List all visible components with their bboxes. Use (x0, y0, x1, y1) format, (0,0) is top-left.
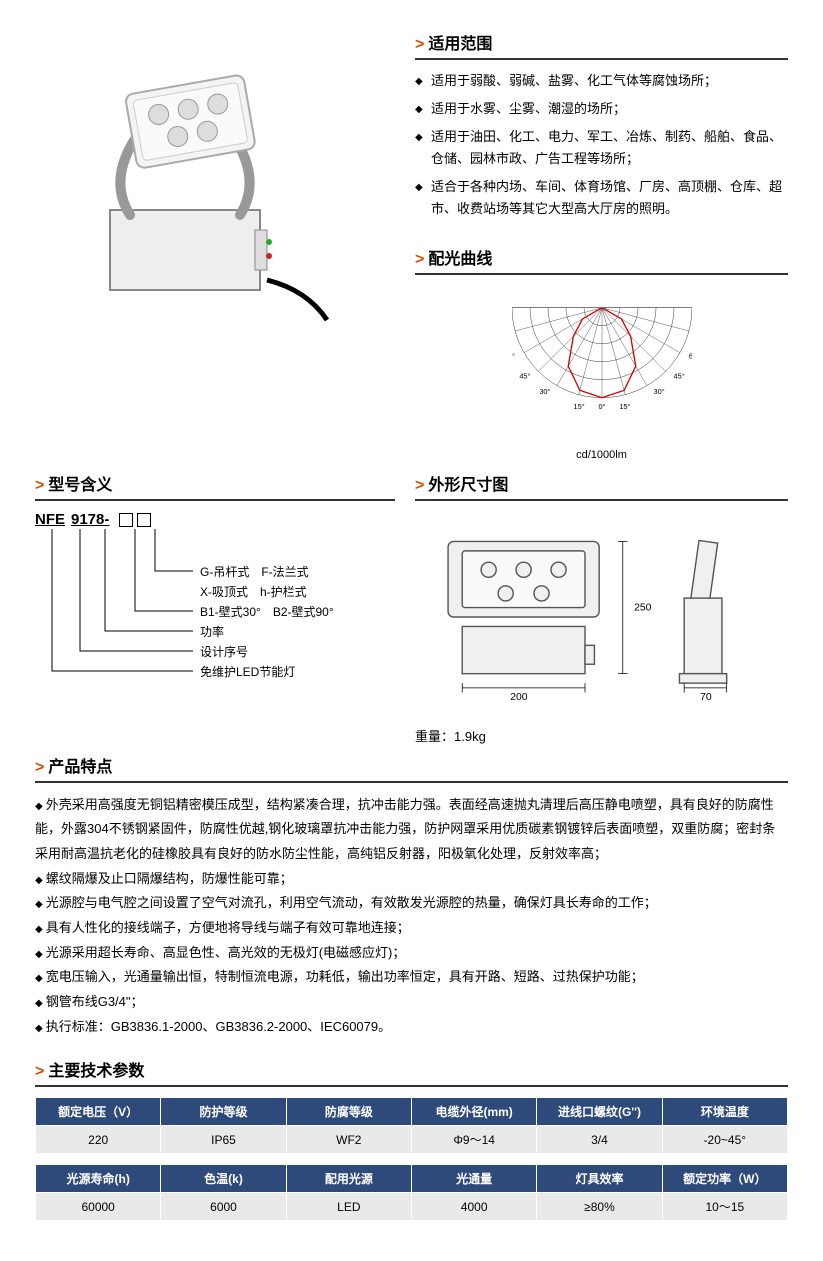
dimension-title-text: 外形尺寸图 (428, 477, 508, 494)
dim-depth: 70 (700, 692, 712, 703)
spec-cell: LED (286, 1193, 411, 1221)
scope-item: 适用于水雾、尘雾、潮湿的场所； (415, 98, 788, 120)
model-title: >型号含义 (35, 471, 395, 501)
svg-text:0°: 0° (598, 402, 605, 411)
spec-header: 额定电压（V） (36, 1098, 161, 1126)
dim-width: 200 (510, 692, 528, 703)
feature-item: 具有人性化的接线端子，方便地将导线与端子有效可靠地连接； (35, 916, 788, 941)
top-row: >适用范围 适用于弱酸、弱碱、盐雾、化工气体等腐蚀场所；适用于水雾、尘雾、潮湿的… (35, 30, 788, 461)
model-diagram: NFE9178- G-吊杆式 F-法兰式 X-吸顶式 h-护栏式 B1-壁式30… (35, 511, 375, 701)
feature-item: 宽电压输入，光通量输出恒，特制恒流电源，功耗低，输出功率恒定，具有开路、短路、过… (35, 965, 788, 990)
spec-cell: ≥80% (537, 1193, 662, 1221)
feature-item: 外壳采用高强度无铜铝精密模压成型，结构紧凑合理，抗冲击能力强。表面经高速抛丸清理… (35, 793, 788, 867)
svg-text:60°: 60° (512, 351, 515, 360)
arrow-icon: > (35, 759, 44, 776)
spec-header: 光源寿命(h) (36, 1165, 161, 1193)
svg-text:30°: 30° (653, 386, 664, 395)
model-legend-2: B1-壁式30° B2-壁式90° (200, 603, 334, 620)
feature-item: 螺纹隔爆及止口隔爆结构，防爆性能可靠； (35, 867, 788, 892)
spec-header: 防护等级 (161, 1098, 286, 1126)
spec-cell: 60000 (36, 1193, 161, 1221)
spec-table-2: 光源寿命(h)色温(k)配用光源光通量灯具效率额定功率（W） 600006000L… (35, 1164, 788, 1221)
dim-height: 250 (634, 602, 652, 613)
feature-item: 执行标准：GB3836.1-2000、GB3836.2-2000、IEC6007… (35, 1015, 788, 1040)
left-image-column (35, 30, 395, 461)
feature-item: 光源腔与电气腔之间设置了空气对流孔，利用空气流动，有效散发光源腔的热量，确保灯具… (35, 891, 788, 916)
specs-title: >主要技术参数 (35, 1057, 788, 1087)
spec-header: 进线口螺纹(G'') (537, 1098, 662, 1126)
svg-text:60°: 60° (688, 351, 691, 360)
svg-text:30°: 30° (539, 386, 550, 395)
spec-cell: WF2 (286, 1126, 411, 1154)
spec-cell: IP65 (161, 1126, 286, 1154)
feature-item: 钢管布线G3/4"； (35, 990, 788, 1015)
svg-text:45°: 45° (673, 371, 684, 380)
model-legend-0: G-吊杆式 F-法兰式 (200, 563, 309, 580)
dimension-drawing: 200 250 70 (415, 517, 755, 717)
mid-row: >型号含义 NFE9178- G-吊杆式 F-法兰式 X-吸顶式 h-护栏式 B… (35, 471, 788, 745)
model-legend-3: 功率 (200, 623, 224, 640)
arrow-icon: > (35, 477, 44, 494)
spec-header: 灯具效率 (537, 1165, 662, 1193)
scope-title-text: 适用范围 (428, 36, 492, 53)
spec-header: 光通量 (411, 1165, 536, 1193)
product-image (35, 30, 335, 330)
spec-header: 配用光源 (286, 1165, 411, 1193)
spec-header: 电缆外径(mm) (411, 1098, 536, 1126)
spec-cell: 6000 (161, 1193, 286, 1221)
dimension-title: >外形尺寸图 (415, 471, 788, 501)
features-list: 外壳采用高强度无铜铝精密模压成型，结构紧凑合理，抗冲击能力强。表面经高速抛丸清理… (35, 793, 788, 1040)
weight: 重量：1.9kg (415, 726, 788, 745)
curve-title: >配光曲线 (415, 245, 788, 275)
spec-header: 环境温度 (662, 1098, 787, 1126)
scope-title: >适用范围 (415, 30, 788, 60)
features-title-text: 产品特点 (48, 759, 112, 776)
spec-cell: -20~45° (662, 1126, 787, 1154)
scope-list: 适用于弱酸、弱碱、盐雾、化工气体等腐蚀场所； 适用于水雾、尘雾、潮湿的场所； 适用于… (415, 70, 788, 221)
polar-chart: 90°90°75°75°60°60°45°45°30°30°15°0°15° (512, 285, 692, 445)
specs-title-text: 主要技术参数 (48, 1063, 144, 1080)
arrow-icon: > (415, 477, 424, 494)
scope-item: 适用于油田、化工、电力、军工、冶炼、制药、船舶、食品、仓储、园林市政、广告工程等… (415, 126, 788, 170)
weight-value: 1.9kg (454, 729, 486, 744)
arrow-icon: > (415, 36, 424, 53)
model-column: >型号含义 NFE9178- G-吊杆式 F-法兰式 X-吸顶式 h-护栏式 B… (35, 471, 395, 745)
scope-item: 适用于弱酸、弱碱、盐雾、化工气体等腐蚀场所； (415, 70, 788, 92)
curve-title-text: 配光曲线 (428, 251, 492, 268)
spec-header: 色温(k) (161, 1165, 286, 1193)
scope-item: 适合于各种内场、车间、体育场馆、厂房、高顶棚、仓库、超市、收费站场等其它大型高大… (415, 176, 788, 220)
model-title-text: 型号含义 (48, 477, 112, 494)
weight-label: 重量： (415, 729, 454, 744)
spec-cell: Φ9～14 (411, 1126, 536, 1154)
dimension-column: >外形尺寸图 (415, 471, 788, 745)
spec-cell: 220 (36, 1126, 161, 1154)
arrow-icon: > (35, 1063, 44, 1080)
model-legend-4: 设计序号 (200, 643, 248, 660)
model-legend-1: X-吸顶式 h-护栏式 (200, 583, 307, 600)
spec-header: 防腐等级 (286, 1098, 411, 1126)
svg-text:15°: 15° (619, 402, 630, 411)
model-legend-5: 免维护LED节能灯 (200, 663, 295, 680)
polar-caption: cd/1000lm (415, 449, 788, 461)
spec-cell: 3/4 (537, 1126, 662, 1154)
right-info-column: >适用范围 适用于弱酸、弱碱、盐雾、化工气体等腐蚀场所；适用于水雾、尘雾、潮湿的… (415, 30, 788, 461)
arrow-icon: > (415, 251, 424, 268)
spec-cell: 4000 (411, 1193, 536, 1221)
svg-text:15°: 15° (573, 402, 584, 411)
features-title: >产品特点 (35, 753, 788, 783)
feature-item: 光源采用超长寿命、高显色性、高光效的无极灯(电磁感应灯)； (35, 941, 788, 966)
spec-header: 额定功率（W） (662, 1165, 787, 1193)
svg-text:45°: 45° (519, 371, 530, 380)
spec-table-1: 额定电压（V）防护等级防腐等级电缆外径(mm)进线口螺纹(G'')环境温度 220… (35, 1097, 788, 1154)
spec-cell: 10～15 (662, 1193, 787, 1221)
